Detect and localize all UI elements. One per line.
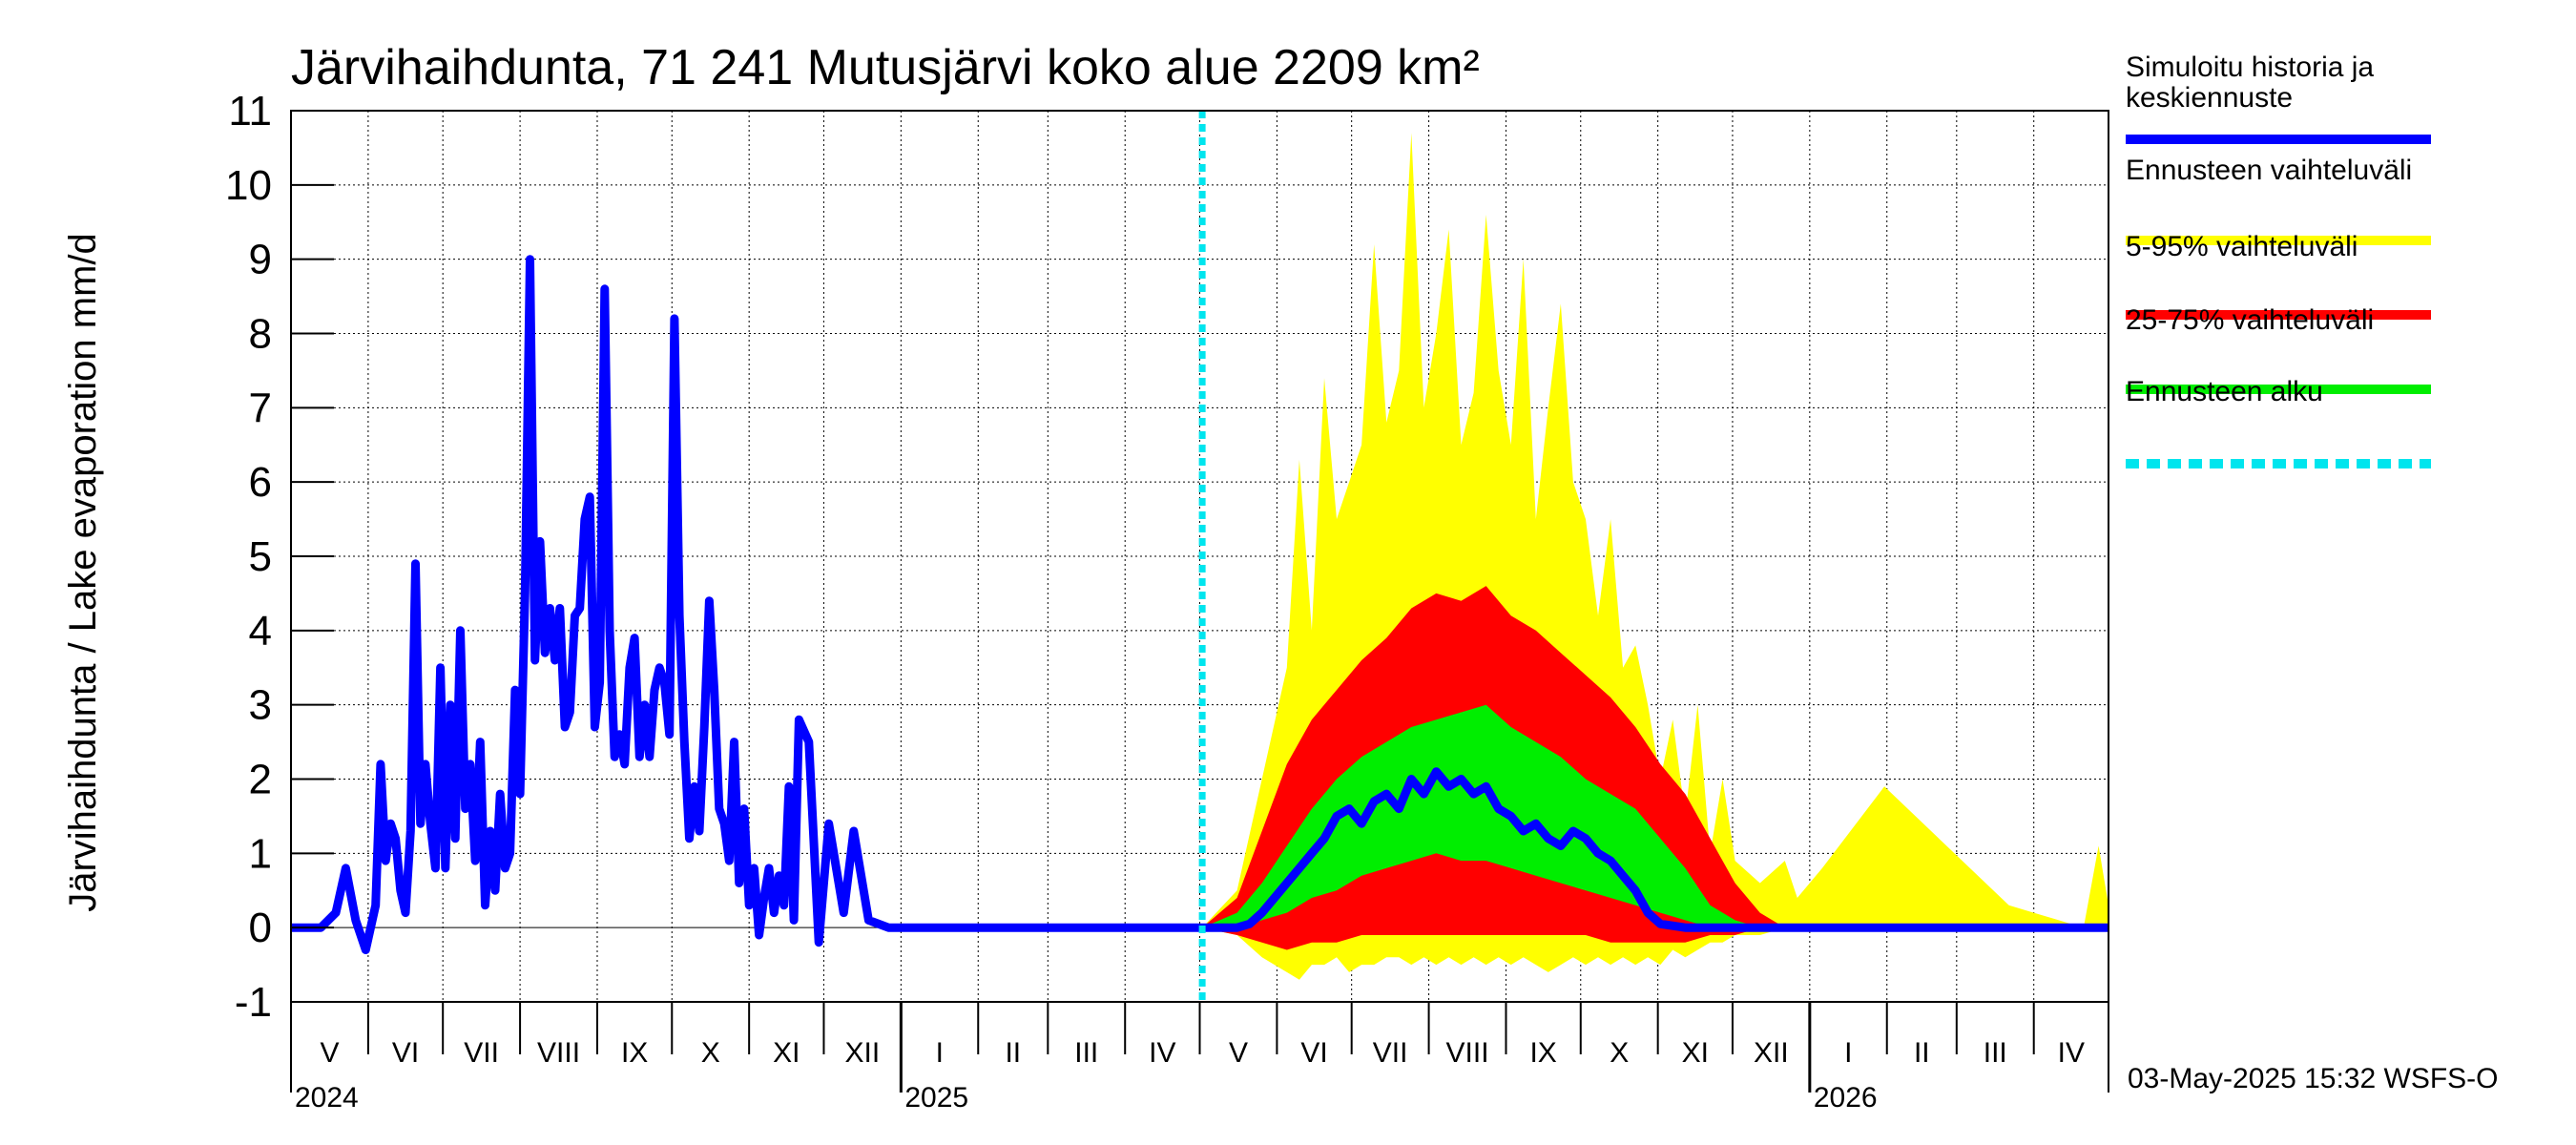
month-label: II [1005, 1037, 1021, 1069]
month-label: IV [2058, 1037, 2085, 1069]
footer-timestamp: 03-May-2025 15:32 WSFS-O [2128, 1063, 2499, 1094]
y-tick-label: 10 [225, 162, 272, 209]
year-label: 2025 [904, 1082, 968, 1114]
legend-label: keskiennuste [2126, 82, 2293, 114]
month-label: VIII [537, 1037, 580, 1069]
month-label: XII [1754, 1037, 1789, 1069]
mean-series-line [291, 111, 2109, 1002]
month-label: X [701, 1037, 720, 1069]
month-label: III [1074, 1037, 1098, 1069]
axes [290, 110, 2109, 1093]
month-label: VI [1300, 1037, 1327, 1069]
month-label: V [320, 1037, 339, 1069]
month-label: XI [1682, 1037, 1709, 1069]
legend-label: Ennusteen alku [2126, 376, 2323, 407]
y-axis-label: Järvihaihdunta / Lake evaporation mm/d [62, 233, 104, 912]
y-tick-label: -1 [235, 979, 272, 1026]
month-label: V [1229, 1037, 1248, 1069]
month-label: VI [392, 1037, 419, 1069]
plot-frame [290, 110, 2109, 1003]
month-label: XII [845, 1037, 881, 1069]
y-tick-label: 9 [249, 237, 272, 283]
y-tick-label: 11 [228, 88, 272, 135]
month-label: VII [464, 1037, 499, 1069]
y-tick-label: 1 [249, 830, 272, 877]
y-tick-label: 3 [249, 682, 272, 729]
month-label: IX [621, 1037, 648, 1069]
y-tick-label: 0 [249, 905, 272, 951]
y-tick-label: 7 [249, 385, 272, 431]
legend-label: 5-95% vaihteluväli [2126, 231, 2358, 262]
month-label: II [1914, 1037, 1930, 1069]
month-label: IV [1149, 1037, 1175, 1069]
year-label: 2024 [295, 1082, 359, 1114]
chart-title: Järvihaihdunta, 71 241 Mutusjärvi koko a… [291, 40, 1480, 95]
year-label: 2026 [1814, 1082, 1878, 1114]
month-label: IX [1529, 1037, 1556, 1069]
series-line-mean [291, 255, 2109, 954]
legend-label: Ennusteen vaihteluväli [2126, 155, 2412, 186]
legend-label: Simuloitu historia ja [2126, 52, 2374, 83]
legend-label: 25-75% vaihteluväli [2126, 304, 2374, 336]
y-tick-label: 4 [249, 608, 272, 655]
month-label: X [1610, 1037, 1629, 1069]
month-label: VIII [1446, 1037, 1489, 1069]
month-label: VII [1373, 1037, 1408, 1069]
month-label: I [1844, 1037, 1852, 1069]
y-tick-label: 6 [249, 459, 272, 506]
y-tick-label: 8 [249, 311, 272, 358]
y-tick-label: 2 [249, 757, 272, 803]
month-label: III [1984, 1037, 2007, 1069]
month-label: XI [773, 1037, 800, 1069]
month-label: I [936, 1037, 944, 1069]
y-tick-label: 5 [249, 533, 272, 580]
